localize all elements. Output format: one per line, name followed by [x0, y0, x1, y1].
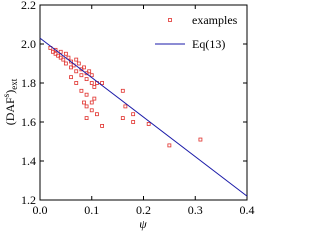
y-label-close: )	[3, 90, 17, 94]
scatter-point	[69, 59, 73, 64]
scatter-point	[79, 88, 84, 93]
scatter-point	[61, 57, 66, 62]
scatter-point	[69, 65, 73, 70]
chart: ψ (DAFs)ext 0.0 0.1 0.2 0.3 0.4 1.2 1.4 1.6 1.8 2…	[1, 0, 255, 231]
scatter-point	[58, 55, 63, 60]
y-axis-label: (DAFs)ext	[1, 78, 19, 125]
scatter-point	[146, 122, 151, 126]
y-label-sub: ext	[9, 78, 19, 89]
scatter-point	[120, 116, 125, 120]
x-tick-label: 0.1	[84, 203, 99, 217]
scatter-point	[89, 100, 94, 105]
scatter-point	[82, 65, 86, 70]
scatter-point	[120, 88, 125, 93]
y-tick-label: 2.2	[21, 0, 36, 12]
scatter-point	[123, 104, 128, 109]
scatter-point	[92, 96, 97, 101]
y-tick-label: 1.8	[21, 76, 36, 90]
scatter-point	[89, 81, 94, 85]
scatter-point	[198, 137, 203, 142]
x-tick-label: 0.4	[240, 203, 255, 217]
scatter-point	[63, 51, 68, 56]
scatter-point	[84, 104, 89, 109]
fit-line	[39, 37, 248, 197]
scatter-point	[87, 69, 92, 74]
x-axis-label: ψ	[139, 217, 147, 231]
scatter-point	[89, 73, 94, 78]
y-tick-label: 1.2	[21, 193, 36, 207]
x-tick-label: 0.0	[33, 203, 48, 217]
scatter-point	[51, 49, 55, 54]
y-tick-label: 2.0	[21, 37, 36, 51]
plot-frame	[39, 4, 248, 201]
y-tick-label: 1.6	[21, 115, 36, 129]
y-label-open: (DAF	[3, 97, 17, 125]
scatter-point	[167, 143, 172, 148]
scatter-point	[95, 112, 99, 117]
scatter-point	[100, 81, 104, 85]
scatter-point	[74, 69, 79, 74]
y-label-sup: s	[1, 93, 11, 97]
scatter-point	[89, 108, 94, 113]
scatter-point	[63, 61, 68, 66]
scatter-point	[66, 55, 71, 60]
legend-label: Eq(13)	[192, 37, 225, 51]
legend-label: examples	[192, 13, 238, 27]
scatter-point	[84, 71, 89, 76]
scatter-point	[74, 57, 79, 62]
scatter-point	[56, 53, 61, 58]
scatter-point	[82, 100, 86, 105]
scatter-point	[131, 112, 136, 117]
scatter-point	[84, 77, 89, 81]
scatter-point	[53, 51, 58, 56]
y-tick-label: 1.4	[21, 154, 36, 168]
scatter-point	[131, 120, 136, 124]
scatter-point	[84, 116, 89, 120]
scatter-point	[76, 61, 81, 66]
x-tick-label: 0.3	[188, 203, 203, 217]
scatter-point	[74, 81, 79, 85]
x-tick-label: 0.2	[136, 203, 151, 217]
scatter-point	[79, 73, 84, 78]
scatter-point	[84, 92, 89, 97]
scatter-point	[92, 85, 97, 89]
scatter-point	[53, 47, 58, 52]
scatter-point	[79, 67, 84, 72]
scatter-point	[100, 124, 104, 128]
scatter-point	[69, 75, 73, 80]
scatter-point	[58, 49, 63, 54]
legend-swatch	[168, 18, 172, 22]
